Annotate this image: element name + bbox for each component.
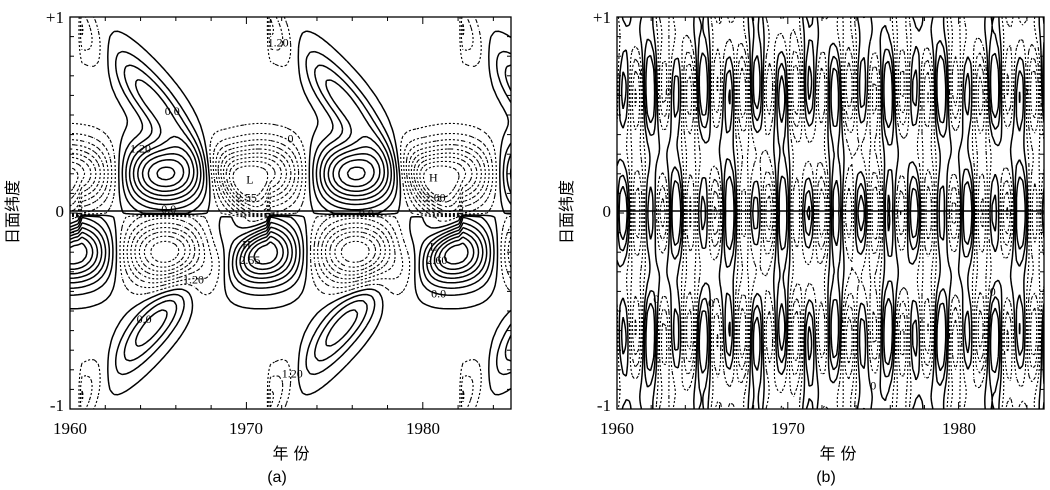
contour-label: 0 <box>640 65 646 79</box>
contour-line-dashed <box>70 165 460 198</box>
panel-a-ticks <box>69 16 511 410</box>
panel-b-x-axis-title: 年 份 <box>819 444 856 463</box>
panel-b-ytick-label: -1 <box>597 396 611 415</box>
contour-line-solid <box>156 166 366 181</box>
panel-a-y-axis-title: 日面纬度 <box>3 180 22 244</box>
contour-label: 0 <box>288 132 294 146</box>
contour-label: 2.55 <box>239 253 260 267</box>
contour-label: 0 <box>1022 84 1028 98</box>
panel-b-y-axis-title: 日面纬度 <box>557 180 576 244</box>
panel-b: 00 00 000 1960 1970 1980 +1 0 -1 年 份 日面纬度 … <box>557 8 1045 486</box>
contour-label: 0.0 <box>359 206 374 220</box>
contour-label: 0.0 <box>165 104 180 118</box>
contour-line-solid <box>617 17 1044 409</box>
contour-line-dashed <box>634 62 1038 364</box>
contour-line-dashed <box>70 152 478 272</box>
contour-line-solid <box>70 159 469 265</box>
contour-label: H <box>429 171 438 185</box>
contour-label: 0 <box>653 292 659 306</box>
contour-line-solid <box>70 50 511 376</box>
panel-a-xtick-label: 1970 <box>229 419 263 438</box>
contour-line-solid <box>618 52 1026 374</box>
panel-a-label: (a) <box>267 469 287 486</box>
contour-label: 2.60 <box>426 253 447 267</box>
contour-line-dashed <box>70 144 486 280</box>
contour-label: 1.20 <box>282 367 303 381</box>
contour-label: 1.20 <box>130 141 151 155</box>
contour-line-dashed <box>70 17 511 409</box>
contour-line-solid <box>70 78 511 348</box>
panel-b-ytick-label: +1 <box>593 8 611 27</box>
contour-label: 2.60 <box>425 190 446 204</box>
contour-line-dashed <box>70 156 473 268</box>
contour-line-dashed <box>70 17 511 409</box>
panel-b-ytick-label: 0 <box>603 202 612 221</box>
contour-label: 0 <box>708 296 714 310</box>
contour-label: 0.0 <box>161 202 176 216</box>
panel-b-label: (b) <box>816 469 836 486</box>
contour-label: L <box>246 173 253 187</box>
contour-label: 0 <box>665 84 671 98</box>
panel-b-xtick-label: 1980 <box>942 419 976 438</box>
contour-label: 0 <box>990 284 996 298</box>
contour-line-dashed <box>70 160 467 263</box>
contour-label: 1.20 <box>268 35 289 49</box>
contour-line-dashed <box>70 18 511 408</box>
panel-a-x-axis-title: 年 份 <box>272 444 309 463</box>
panel-a-ytick-label: +1 <box>46 8 64 27</box>
contour-line-solid <box>617 17 1044 409</box>
panel-a-ytick-label: 0 <box>56 202 65 221</box>
panel-b-contour-labels: 0 0 0 0 0 0 0 <box>640 65 1029 393</box>
contour-label: L <box>430 239 437 253</box>
panel-a-xtick-label: 1960 <box>53 419 87 438</box>
contour-label: 0.0 <box>431 286 446 300</box>
panel-a-ytick-label: -1 <box>50 396 64 415</box>
contour-label: 0 <box>870 378 876 392</box>
contour-line-solid <box>70 64 511 362</box>
contour-line-dashed <box>630 17 1041 409</box>
contour-line-solid <box>70 135 484 279</box>
contour-label: 0.0 <box>137 312 152 326</box>
contour-label: 1.20 <box>183 273 204 287</box>
contour-label: 2.55 <box>236 190 257 204</box>
contour-line-dashed <box>631 46 1039 380</box>
panel-a-xtick-label: 1980 <box>406 419 440 438</box>
contour-line-dashed <box>617 17 1044 409</box>
panel-b-xtick-label: 1970 <box>771 419 805 438</box>
panel-b-contours <box>617 17 1044 409</box>
contour-label: H <box>242 237 251 251</box>
panel-b-ticks <box>616 16 1044 410</box>
contour-line-solid <box>70 146 480 275</box>
panel-a-frame <box>69 16 512 410</box>
contour-line-solid <box>70 30 511 396</box>
panel-a-contours <box>70 17 511 409</box>
panel-b-xtick-label: 1960 <box>600 419 634 438</box>
contour-line-solid <box>70 153 475 271</box>
